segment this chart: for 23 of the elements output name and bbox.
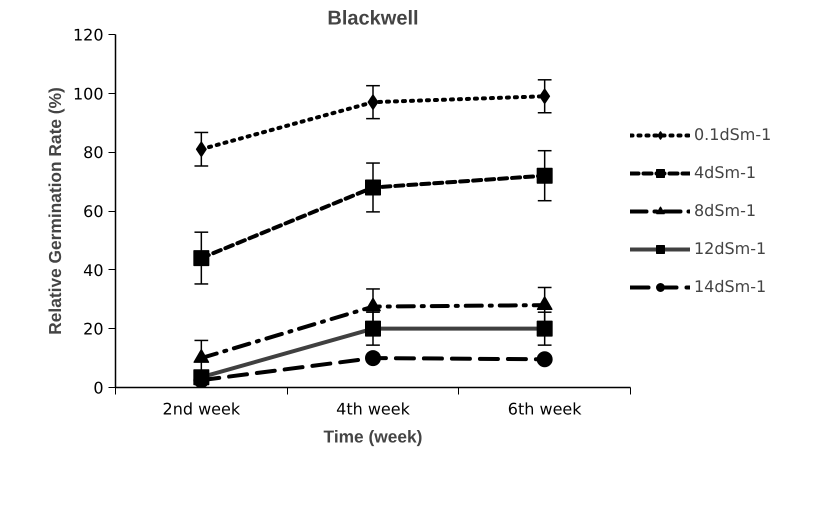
point: [365, 350, 381, 366]
y-tick-label: 60: [83, 202, 104, 221]
point: [536, 351, 553, 368]
point: [193, 250, 210, 266]
point: [365, 179, 381, 196]
y-axis-title: Relative Germination Rate (%): [44, 87, 65, 335]
point: [536, 168, 553, 184]
legend-label: 4dSm-1: [694, 163, 756, 182]
legend-label: 8dSm-1: [694, 201, 756, 220]
x-tick-label: 6th week: [508, 400, 582, 418]
legend-label: 12dSm-1: [694, 239, 766, 258]
y-tick-label: 0: [93, 378, 104, 398]
x-tick-label: 4th week: [336, 400, 411, 418]
x-tick-label: 2nd week: [162, 400, 241, 418]
legend-label: 14dSm-1: [694, 277, 766, 296]
legend-label: 0.1dSm-1: [694, 125, 772, 144]
y-tick-label: 100: [72, 84, 104, 104]
y-tick-label: 120: [72, 26, 104, 44]
x-axis-title: Time (week): [324, 426, 422, 446]
chart-title: Blackwell: [327, 8, 419, 30]
y-tick-label: 40: [83, 260, 104, 280]
y-tick-label: 80: [83, 143, 104, 162]
y-tick-label: 20: [83, 320, 104, 339]
